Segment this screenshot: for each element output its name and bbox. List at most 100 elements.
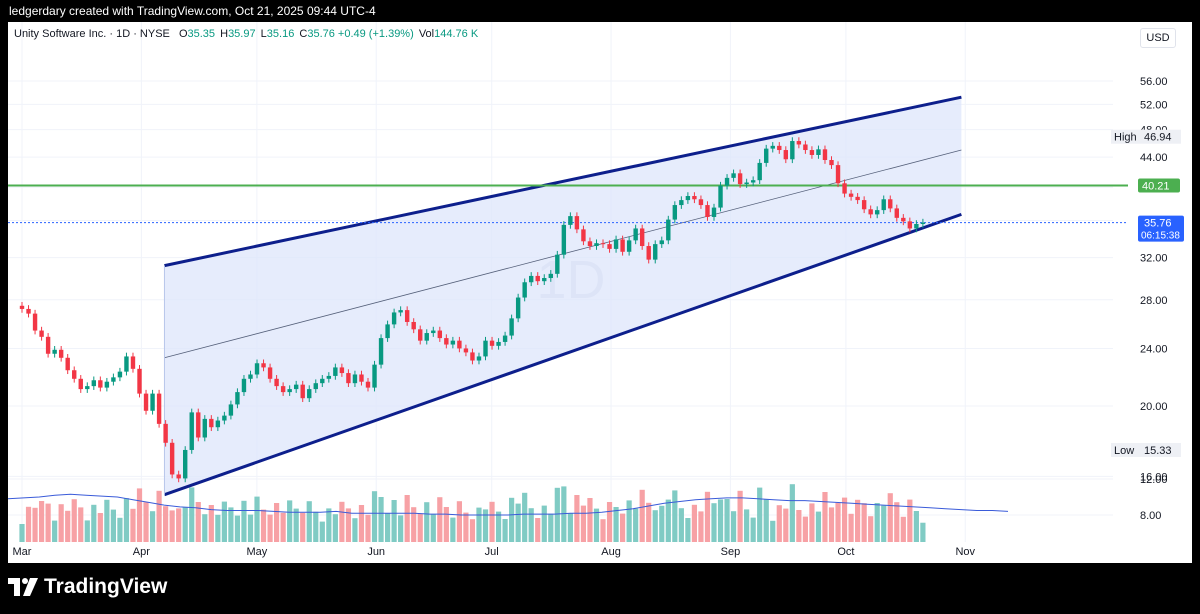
candle-body	[228, 404, 234, 416]
x-tick-label-1: Apr	[133, 546, 150, 558]
candle-body	[111, 377, 116, 382]
candle-body	[594, 243, 599, 247]
candle-body	[300, 384, 305, 399]
candle-body	[52, 349, 57, 354]
candle-body	[894, 208, 899, 218]
high-badge-bg	[1111, 129, 1181, 144]
volume-bar	[58, 504, 64, 542]
volume-bar	[672, 490, 678, 542]
candle-body	[535, 275, 540, 282]
volume-bar	[450, 517, 456, 542]
candle-body	[561, 224, 567, 255]
y-tick-label-7: 28.00	[1140, 295, 1168, 307]
volume-bar	[535, 518, 541, 542]
volume-bar	[149, 511, 156, 542]
candle-body	[777, 145, 782, 151]
volume-bar	[776, 505, 782, 542]
candle-body	[189, 412, 194, 450]
volume-bar	[71, 499, 77, 542]
candle-body	[757, 162, 762, 181]
candle-body	[679, 200, 684, 206]
last-price-badge: 35.76	[1144, 218, 1172, 230]
chart-panel[interactable]: 1D 56.0052.0048.0044.0040.0036.0032.0028…	[8, 22, 1192, 563]
candle-body	[196, 412, 201, 438]
candle-body	[666, 219, 671, 241]
candle-body	[509, 318, 514, 336]
high-badge-value: 46.94	[1144, 132, 1172, 144]
volume-bar	[130, 508, 136, 542]
candle-body	[45, 336, 51, 354]
candle-body	[437, 330, 443, 339]
volume-bar	[685, 518, 691, 542]
volume-bar	[247, 514, 254, 542]
volume-bar	[267, 514, 273, 542]
candle-body	[202, 418, 207, 438]
volume-label: Vol	[418, 28, 435, 40]
candle-body	[620, 239, 625, 252]
candle-body	[372, 364, 377, 388]
symbol-name: Unity Software Inc. · 1D · NYSE	[14, 28, 170, 40]
volume-bar	[593, 508, 600, 542]
candle-body	[424, 333, 429, 341]
volume-bar	[202, 514, 208, 542]
high-badge-label: High	[1114, 132, 1137, 144]
volume-bar	[437, 497, 443, 542]
channel-upper-line	[164, 95, 962, 268]
candle-body	[320, 378, 325, 384]
volume-bar	[548, 513, 554, 542]
volume-bar	[176, 508, 182, 542]
candle-body	[470, 352, 475, 361]
candle-body	[548, 273, 553, 279]
candle-body	[235, 392, 240, 405]
candle-body	[835, 165, 841, 184]
volume-bar	[606, 502, 613, 542]
currency-button[interactable]: USD	[1140, 28, 1176, 48]
open-label: O	[178, 28, 188, 40]
candle-body	[150, 393, 155, 411]
volume-bar	[868, 516, 874, 542]
candle-body	[248, 374, 253, 379]
candle-body	[39, 330, 44, 337]
volume-bar	[489, 501, 495, 542]
candle-body	[607, 244, 612, 249]
volume-bar	[156, 490, 162, 542]
volume-bar	[241, 500, 247, 542]
volume-bar	[319, 521, 325, 542]
volume-bar	[123, 498, 130, 542]
volume-bar	[920, 522, 926, 542]
volume-bar	[835, 502, 841, 542]
candle-body	[313, 383, 318, 390]
open-value: 35.35	[187, 28, 216, 40]
candle-body	[176, 474, 181, 479]
volume-bar	[293, 508, 299, 542]
candle-body	[750, 180, 756, 183]
candle-body	[241, 378, 247, 393]
candle-body	[653, 244, 658, 260]
volume-bar	[97, 513, 103, 542]
volume-bar	[32, 507, 38, 542]
x-tick-label-6: Sep	[721, 546, 741, 558]
candle-body	[803, 144, 808, 151]
candle-body	[587, 241, 593, 247]
volume-bar	[365, 514, 371, 542]
y-tick-label-8: 24.00	[1140, 343, 1168, 355]
candle-body	[222, 415, 227, 421]
volume-bar	[717, 499, 724, 542]
candle-body	[169, 442, 175, 475]
volume-bar	[757, 487, 763, 542]
volume-bar	[626, 500, 632, 542]
volume-bar	[234, 515, 241, 542]
symbol-legend: Unity Software Inc. · 1D · NYSE O35.35 H…	[14, 28, 478, 40]
brand-name: TradingView	[44, 575, 168, 598]
candle-body	[293, 384, 299, 390]
candle-body	[698, 199, 704, 206]
volume-bar	[25, 506, 32, 542]
volume-bar	[881, 505, 887, 542]
candle-body	[91, 380, 97, 387]
candle-body	[555, 254, 560, 274]
candle-body	[307, 389, 312, 399]
price-chart[interactable]: 1D 56.0052.0048.0044.0040.0036.0032.0028…	[8, 22, 1192, 563]
volume-bar	[900, 516, 906, 542]
candle-body	[692, 196, 697, 200]
tradingview-brand[interactable]: TradingView	[8, 575, 167, 599]
